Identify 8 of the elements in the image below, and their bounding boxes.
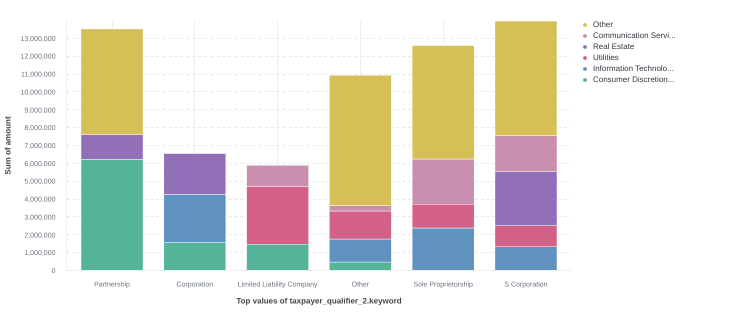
y-axis-title: Sum of amount bbox=[3, 116, 12, 175]
legend-label: Real Estate bbox=[593, 42, 634, 51]
legend-label: Communication Servi... bbox=[593, 31, 676, 40]
legend-label: Utilities bbox=[593, 53, 619, 62]
x-axis-title: Top values of taxpayer_qualifier_2.keyword bbox=[236, 296, 402, 306]
legend-label: Consumer Discretion... bbox=[593, 75, 674, 84]
legend-label: Information Technolo... bbox=[593, 64, 674, 73]
legend-label: Other bbox=[593, 20, 614, 29]
